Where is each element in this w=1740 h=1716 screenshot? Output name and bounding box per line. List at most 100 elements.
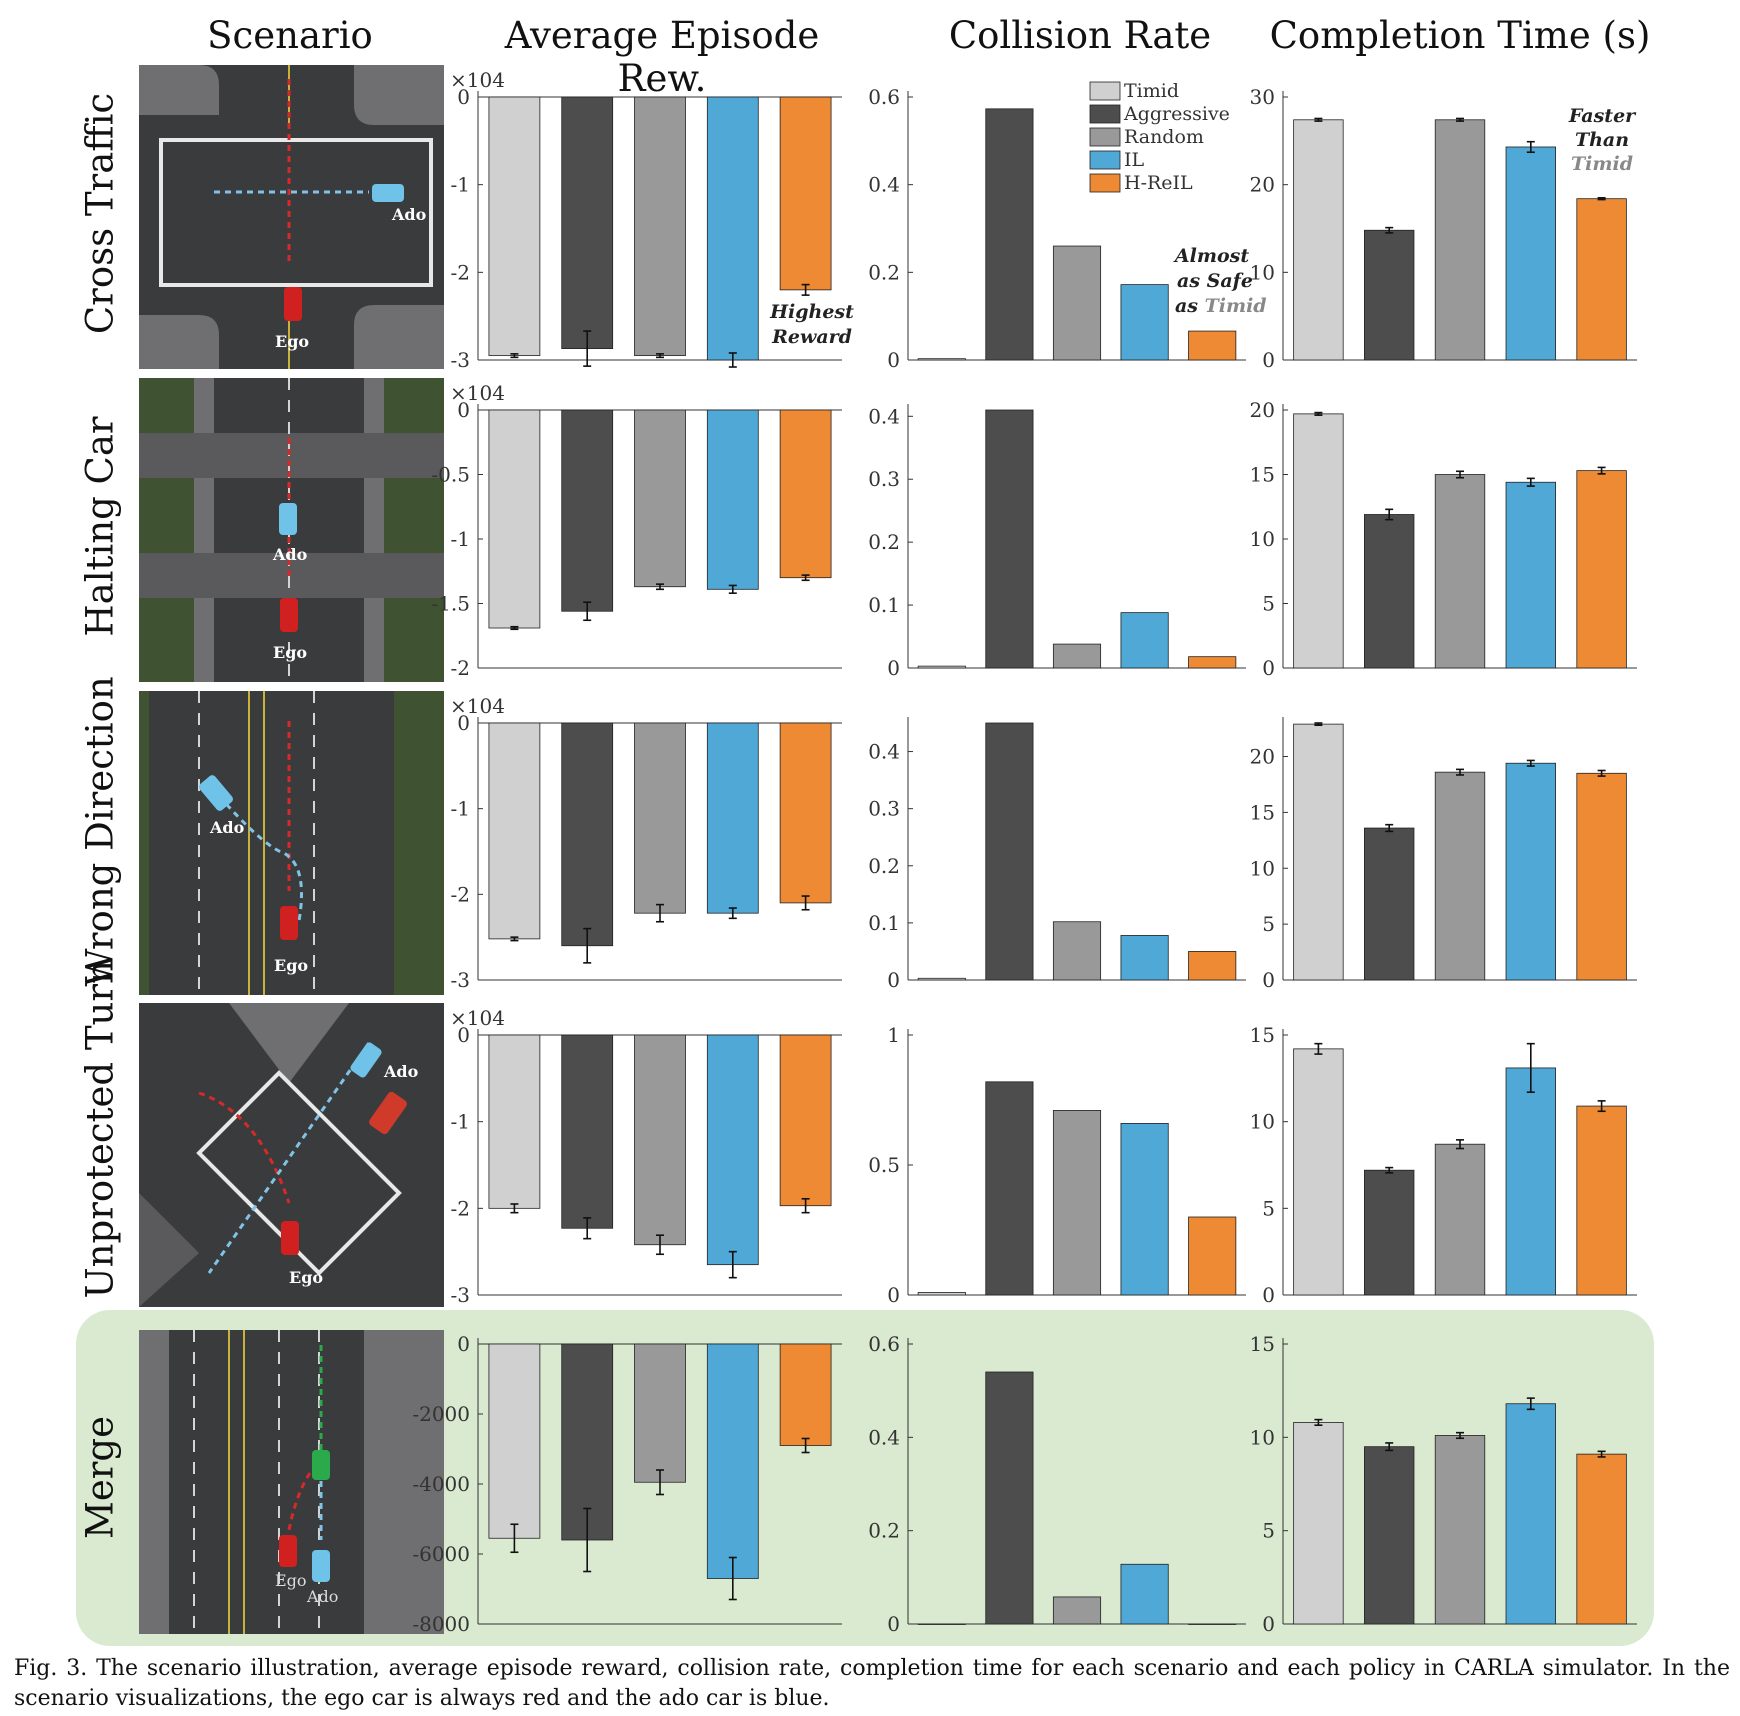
- bar-aggressive: [561, 722, 614, 947]
- ado-label: Ado: [306, 1587, 338, 1606]
- bar-h-reil: [779, 409, 832, 579]
- bar-aggressive: [985, 1371, 1034, 1625]
- y-tick-label: -1: [451, 797, 470, 821]
- y-tick-label: -0.5: [431, 463, 470, 487]
- y-tick-label: 0: [1262, 1612, 1275, 1636]
- bar-h-reil: [779, 722, 832, 904]
- legend-label: Aggressive: [1123, 103, 1230, 125]
- bar-aggressive: [1364, 229, 1415, 361]
- bar-aggressive: [561, 96, 614, 350]
- y-tick-label: 10: [1250, 856, 1275, 880]
- y-tick-label: 0.6: [868, 85, 900, 109]
- y-tick-label: -2: [451, 656, 470, 680]
- y-tick-label: 0: [457, 1332, 470, 1356]
- bar-aggressive: [561, 409, 614, 612]
- ego-label: Ego: [275, 332, 309, 351]
- y-tick-label: 10: [1250, 1425, 1275, 1449]
- ado-label: Ado: [383, 1062, 419, 1081]
- y-tick-label: -2: [451, 1196, 470, 1220]
- y-tick-label: -2000: [412, 1402, 470, 1426]
- y-tick-label: 20: [1250, 745, 1275, 769]
- y-tick-label: 5: [1262, 592, 1275, 616]
- bar-timid: [1293, 119, 1344, 361]
- scene-wrong-direction: Ado Ego: [139, 691, 444, 995]
- legend-swatch: [1089, 173, 1121, 193]
- bar-random: [1434, 119, 1486, 361]
- annotation-collision: as Timid: [1175, 295, 1267, 317]
- chart-5-2: 0 0.2 0.4 0.6: [868, 1332, 1246, 1636]
- bar-random: [1434, 474, 1486, 669]
- bar-aggressive: [985, 722, 1034, 981]
- chart-1-3: 0 10 20 30: [1250, 85, 1637, 372]
- y-tick-label: 0.2: [868, 530, 900, 554]
- scene-unprotected-turn: Ado Ego: [139, 1003, 444, 1307]
- column-header-scenario: Scenario: [207, 14, 373, 57]
- y-tick-label: 20: [1250, 398, 1275, 422]
- chart-3-3: 0 5 10 15 20: [1250, 717, 1637, 992]
- annotation-reward: Reward: [771, 326, 852, 348]
- y-tick-label: 0.4: [868, 1425, 900, 1449]
- legend-swatch: [1089, 104, 1121, 124]
- y-tick-label: 0: [1262, 1283, 1275, 1307]
- y-scale-label: ×104: [450, 1006, 505, 1030]
- y-tick-label: -1: [451, 173, 470, 197]
- ado-label: Ado: [272, 545, 308, 564]
- y-tick-label: 10: [1250, 1110, 1275, 1134]
- y-tick-label: -3: [451, 348, 470, 372]
- annotation-collision: Almost: [1173, 245, 1249, 267]
- y-scale-label: ×104: [450, 694, 505, 718]
- y-tick-label: -1.5: [431, 592, 470, 616]
- chart-2-1: 0 -0.5 -1 -1.5 -2 ×104: [431, 381, 842, 680]
- bar-random: [1434, 1435, 1486, 1625]
- chart-3-2: 0 0.1 0.2 0.3 0.4: [868, 717, 1246, 992]
- annotation-collision: as Safe: [1177, 270, 1253, 292]
- chart-5-3: 0 5 10 15: [1250, 1332, 1637, 1636]
- figure-caption: Fig. 3. The scenario illustration, avera…: [14, 1656, 1730, 1711]
- y-tick-label: 0: [887, 968, 900, 992]
- bar-timid: [488, 1343, 541, 1539]
- bar-aggressive: [561, 1034, 614, 1229]
- bar-timid: [917, 1623, 966, 1625]
- y-tick-label: 30: [1250, 85, 1275, 109]
- y-tick-label: 0: [887, 1283, 900, 1307]
- bar-il: [1120, 612, 1169, 669]
- chart-2-2: 0 0.1 0.2 0.3 0.4: [868, 404, 1246, 680]
- y-tick-label: 15: [1250, 1023, 1275, 1047]
- bar-random: [634, 96, 686, 357]
- column-header-time: Completion Time (s): [1269, 14, 1651, 57]
- bar-random: [1434, 771, 1486, 981]
- bar-random: [634, 1034, 686, 1246]
- y-tick-label: 0: [887, 348, 900, 372]
- bar-timid: [1293, 723, 1344, 981]
- y-tick-label: 15: [1250, 1332, 1275, 1356]
- chart-4-2: 00.51: [868, 1023, 1246, 1307]
- legend-label: Random: [1124, 126, 1204, 148]
- y-tick-label: -1: [451, 1110, 470, 1134]
- y-tick-label: -2: [451, 882, 470, 906]
- y-tick-label: -2: [451, 260, 470, 284]
- bar-timid: [488, 409, 541, 629]
- bar-random: [1052, 1110, 1102, 1296]
- ego-label: Ego: [275, 1571, 307, 1590]
- y-tick-label: 20: [1250, 173, 1275, 197]
- y-tick-label: 0: [1262, 656, 1275, 680]
- bar-random: [1052, 1596, 1102, 1625]
- bar-h-reil: [1576, 198, 1627, 361]
- bar-il: [1120, 935, 1169, 981]
- column-header-collision: Collision Rate: [948, 14, 1212, 57]
- annotation-time: Faster: [1568, 105, 1637, 127]
- y-tick-label: 0: [1262, 348, 1275, 372]
- bar-aggressive: [1364, 827, 1415, 981]
- bar-il: [706, 409, 759, 590]
- bar-aggressive: [1364, 1446, 1415, 1625]
- y-tick-label: -1: [451, 527, 470, 551]
- bar-il: [706, 1343, 759, 1579]
- chart-1-1: 0 -1 -2 -3 ×104: [450, 68, 842, 372]
- bar-h-reil: [1188, 330, 1237, 361]
- bar-il: [1120, 284, 1169, 361]
- bar-timid: [917, 665, 966, 669]
- bar-h-reil: [1188, 951, 1237, 981]
- legend-swatch: [1089, 150, 1121, 170]
